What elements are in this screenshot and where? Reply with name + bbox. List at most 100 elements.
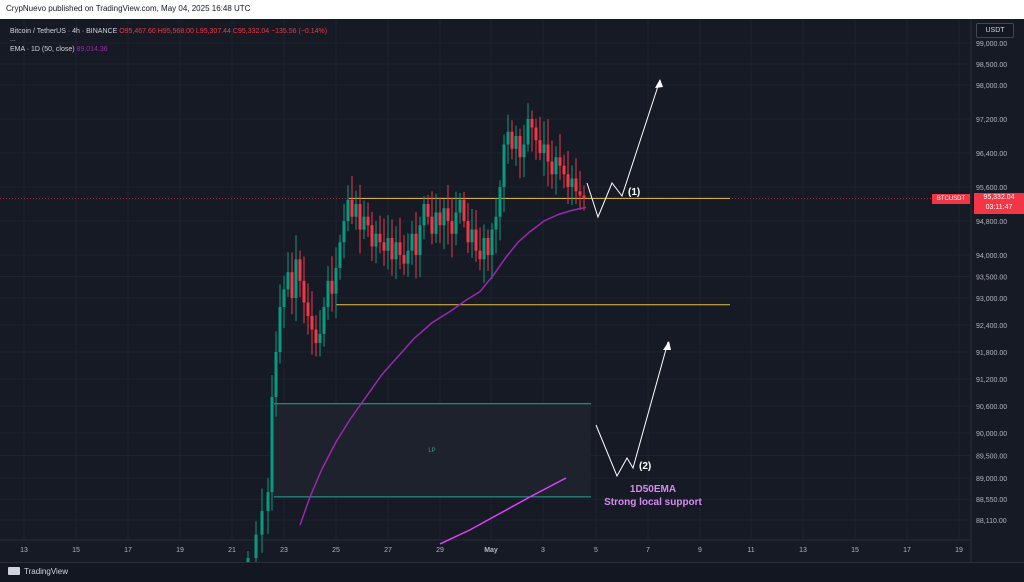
candle-body	[530, 119, 534, 128]
time-axis-label: 15	[851, 547, 859, 554]
ema-annotation-title: 1D50EMA	[630, 484, 676, 495]
price-axis-label: 93,500.00	[976, 275, 1007, 282]
tradingview-label: TradingView	[24, 567, 69, 576]
candle-body	[274, 352, 278, 397]
candle-body	[266, 492, 270, 512]
candle-body	[350, 199, 354, 217]
candle-body	[534, 127, 538, 141]
price-axis-label: 94,000.00	[976, 253, 1007, 260]
candle-body	[426, 204, 430, 217]
candle-body	[254, 534, 258, 559]
candle-body	[374, 233, 378, 247]
scenario2-arrowhead	[663, 341, 671, 350]
low-value: L95,307.44	[195, 28, 231, 35]
candle-body	[462, 199, 466, 221]
tradingview-logo[interactable]: TradingView	[8, 567, 68, 576]
price-axis-label: 93,000.00	[976, 296, 1007, 303]
candle-body	[430, 216, 434, 234]
candle-body	[378, 233, 382, 243]
more-icon[interactable]: ...	[10, 36, 16, 43]
candle-body	[290, 272, 294, 298]
candle-body	[450, 221, 454, 234]
ema-label: EMA · 1D (50, close)	[10, 46, 75, 53]
time-axis-label: 13	[799, 547, 807, 554]
candle-body	[402, 255, 406, 264]
candle-body	[502, 144, 506, 187]
candle-body	[422, 204, 426, 226]
candle-body	[358, 204, 362, 230]
symbol-legend: Bitcoin / TetherUS · 4h · BINANCE O95,46…	[10, 27, 327, 37]
last-price-tag: 95,332.04 03:11:47	[974, 193, 1024, 214]
ema-annotation-subtitle: Strong local support	[604, 497, 702, 508]
price-axis-label: 91,200.00	[976, 377, 1007, 384]
candle-body	[506, 131, 510, 145]
candle-body	[278, 307, 282, 352]
candle-body	[282, 289, 286, 307]
price-axis-label: 88,550.00	[976, 497, 1007, 504]
last-price: 95,332.04	[983, 194, 1015, 201]
close-value: C95,332.04	[232, 28, 270, 35]
price-axis-label: 94,800.00	[976, 219, 1007, 226]
candle-body	[558, 157, 562, 166]
price-axis-label: 89,000.00	[976, 476, 1007, 483]
candle-body	[342, 221, 346, 243]
candle-body	[322, 307, 326, 334]
candle-body	[542, 144, 546, 153]
candle-body	[260, 511, 264, 535]
candle-body	[550, 161, 554, 175]
scenario1-arrowhead	[655, 79, 663, 88]
candle-body	[562, 165, 566, 175]
candle-body	[546, 144, 550, 162]
candle-body	[386, 238, 390, 251]
publish-bar: CrypNuevo published on TradingView.com, …	[0, 0, 1024, 19]
price-axis-label: 97,200.00	[976, 117, 1007, 124]
currency-button[interactable]: USDT	[976, 23, 1014, 38]
candle-body	[354, 204, 358, 217]
scenario2-path	[595, 341, 669, 478]
price-axis-label: 98,500.00	[976, 62, 1007, 69]
candle-body	[574, 178, 578, 192]
candle-body	[514, 136, 518, 149]
candle-body	[298, 259, 302, 281]
candle-body	[370, 225, 374, 247]
candle-body	[538, 140, 542, 153]
time-axis-label: 25	[332, 547, 340, 554]
price-axis-label: 99,000.00	[976, 41, 1007, 48]
lp-label: LP	[428, 448, 435, 454]
price-axis-label: 91,800.00	[976, 350, 1007, 357]
candle-body	[494, 216, 498, 230]
candle-body	[286, 272, 290, 290]
open-value: O95,467.60	[119, 28, 156, 35]
candle-body	[314, 329, 318, 343]
price-axis-label: 90,000.00	[976, 431, 1007, 438]
candle-body	[326, 280, 330, 307]
time-axis-label: 13	[20, 547, 28, 554]
time-axis-label: 15	[72, 547, 80, 554]
candle-body	[334, 267, 338, 294]
candle-body	[458, 199, 462, 213]
candle-body	[470, 229, 474, 243]
time-axis-label: 29	[436, 547, 444, 554]
bar-countdown: 03:11:47	[985, 204, 1013, 211]
time-axis-label: 7	[646, 547, 650, 554]
candle-body	[330, 280, 334, 294]
candle-body	[526, 119, 530, 145]
lp-zone	[274, 403, 591, 497]
candle-body	[418, 225, 422, 255]
candle-body	[474, 229, 478, 251]
candle-body	[310, 316, 314, 330]
candle-body	[338, 242, 342, 268]
candle-body	[434, 212, 438, 234]
candle-body	[490, 229, 494, 255]
candle-body	[478, 250, 482, 260]
candle-body	[446, 208, 450, 221]
candle-body	[582, 195, 586, 199]
price-axis-label: 89,500.00	[976, 454, 1007, 461]
candle-body	[410, 233, 414, 251]
candle-body	[406, 250, 410, 264]
time-axis-label: 3	[541, 547, 545, 554]
change-value: −135.56 (−0.14%)	[271, 28, 328, 35]
candle-body	[482, 238, 486, 260]
tradingview-icon	[8, 567, 20, 575]
